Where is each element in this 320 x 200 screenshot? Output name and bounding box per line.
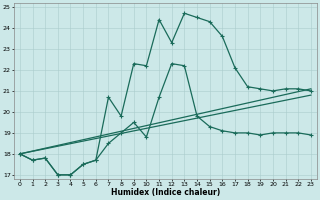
X-axis label: Humidex (Indice chaleur): Humidex (Indice chaleur) [111,188,220,197]
